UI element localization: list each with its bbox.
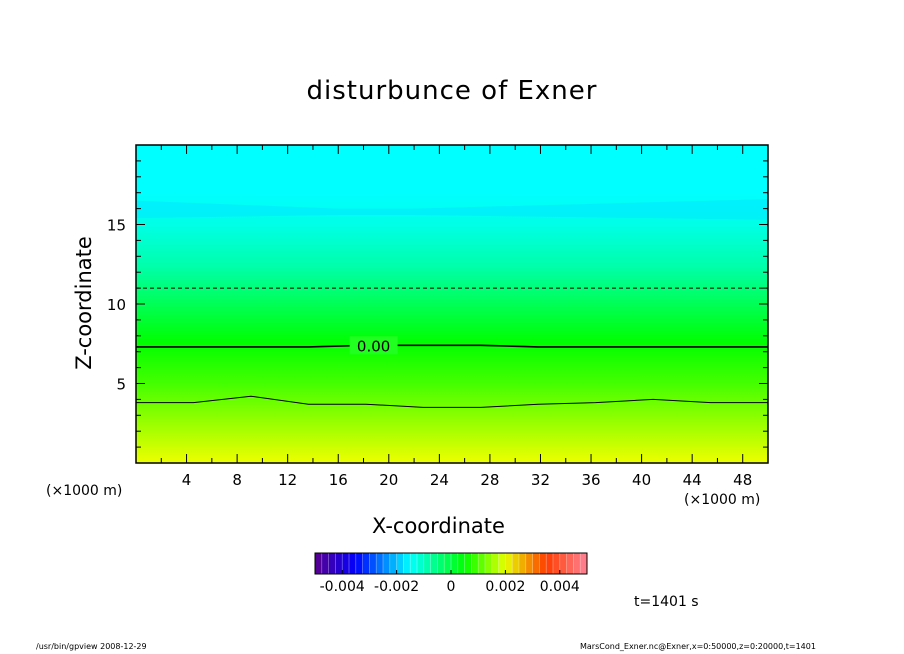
chart-title: disturbunce of Exner: [306, 76, 598, 106]
colorbar-cell: [532, 553, 540, 574]
x-tick-label: 20: [379, 471, 398, 489]
x-axis-label: X-coordinate: [372, 514, 505, 538]
colorbar-cell: [512, 553, 520, 574]
colorbar-tick-label: 0: [447, 579, 456, 595]
x-unit-label-right: (×1000 m): [684, 492, 761, 508]
colorbar-cell: [505, 553, 513, 574]
time-label: t=1401 s: [634, 594, 699, 610]
colorbar-tick-label: 0.004: [540, 579, 580, 595]
contour-line: [136, 344, 768, 348]
colorbar-cell: [478, 553, 486, 574]
y-tick-label: 10: [107, 296, 126, 314]
colorbar-cell: [362, 553, 370, 574]
x-tick-label: 48: [733, 471, 752, 489]
colorbar-cell: [539, 553, 547, 574]
colorbar-cell: [383, 553, 391, 574]
colorbar-cell: [417, 553, 425, 574]
colorbar-cell: [423, 553, 432, 574]
colorbar-cell: [403, 553, 411, 574]
colorbar-cell: [444, 553, 452, 574]
colorbar-cell: [451, 553, 459, 574]
colorbar-tick-label: 0.002: [485, 579, 525, 595]
footer-left: /usr/bin/gpview 2008-12-29: [36, 642, 147, 651]
contour-label: 0.00: [357, 337, 390, 355]
footer-right: MarsCond_Exner.nc@Exner,x=0:50000,z=0:20…: [580, 642, 816, 651]
colorbar-cell: [464, 553, 472, 574]
colorbar-cell: [355, 553, 364, 574]
colorbar-cell: [430, 553, 438, 574]
colorbar-cell: [437, 553, 445, 574]
x-tick-label: 44: [683, 471, 702, 489]
x-tick-label: 36: [581, 471, 600, 489]
colorbar-cell: [376, 553, 384, 574]
x-tick-label: 12: [278, 471, 297, 489]
colorbar-cell: [321, 553, 330, 574]
colorbar-cell: [342, 553, 350, 574]
colorbar-cell: [559, 553, 568, 574]
plot-area: [136, 145, 768, 463]
contour-layer: 0.00: [136, 287, 768, 408]
colorbar-cell: [525, 553, 534, 574]
y-tick-label: 15: [107, 217, 126, 235]
x-tick-label: 24: [430, 471, 449, 489]
colorbar-cell: [546, 553, 554, 574]
colorbar-tick-label: -0.004: [320, 579, 365, 595]
colorbar-cell: [519, 553, 527, 574]
colorbar-cell: [491, 553, 500, 574]
colorbar-cell: [485, 553, 493, 574]
colorbar-cell: [315, 553, 323, 574]
x-unit-label-left: (×1000 m): [46, 483, 123, 499]
x-tick-label: 16: [329, 471, 348, 489]
colorbar-cell: [328, 553, 336, 574]
colorbar-cell: [389, 553, 398, 574]
colorbar-cell: [471, 553, 479, 574]
x-tick-label: 28: [480, 471, 499, 489]
colorbar-cell: [566, 553, 574, 574]
colorbar-cell: [498, 553, 506, 574]
field-band: [136, 199, 768, 220]
colorbar: -0.004 -0.002 0 0.002 0.004: [314, 552, 588, 595]
colorbar-cell: [410, 553, 418, 574]
x-tick-label: 8: [232, 471, 242, 489]
colorbar-tick-label: -0.002: [374, 579, 419, 595]
x-tick-label: 4: [182, 471, 192, 489]
colorbar-cell: [553, 553, 561, 574]
field-fill: [136, 145, 768, 463]
y-tick-label: 5: [116, 376, 126, 394]
colorbar-cell: [573, 553, 581, 574]
colorbar-cell: [396, 553, 404, 574]
colorbar-cell: [335, 553, 343, 574]
contour-label-bg: [349, 336, 398, 355]
contour-line: [136, 395, 768, 408]
colorbar-cell: [349, 553, 357, 574]
colorbar-cell: [457, 553, 466, 574]
colorbar-cell: [369, 553, 377, 574]
colorbar-cell: [580, 553, 588, 574]
x-tick-label: 40: [632, 471, 651, 489]
x-tick-label: 32: [531, 471, 550, 489]
